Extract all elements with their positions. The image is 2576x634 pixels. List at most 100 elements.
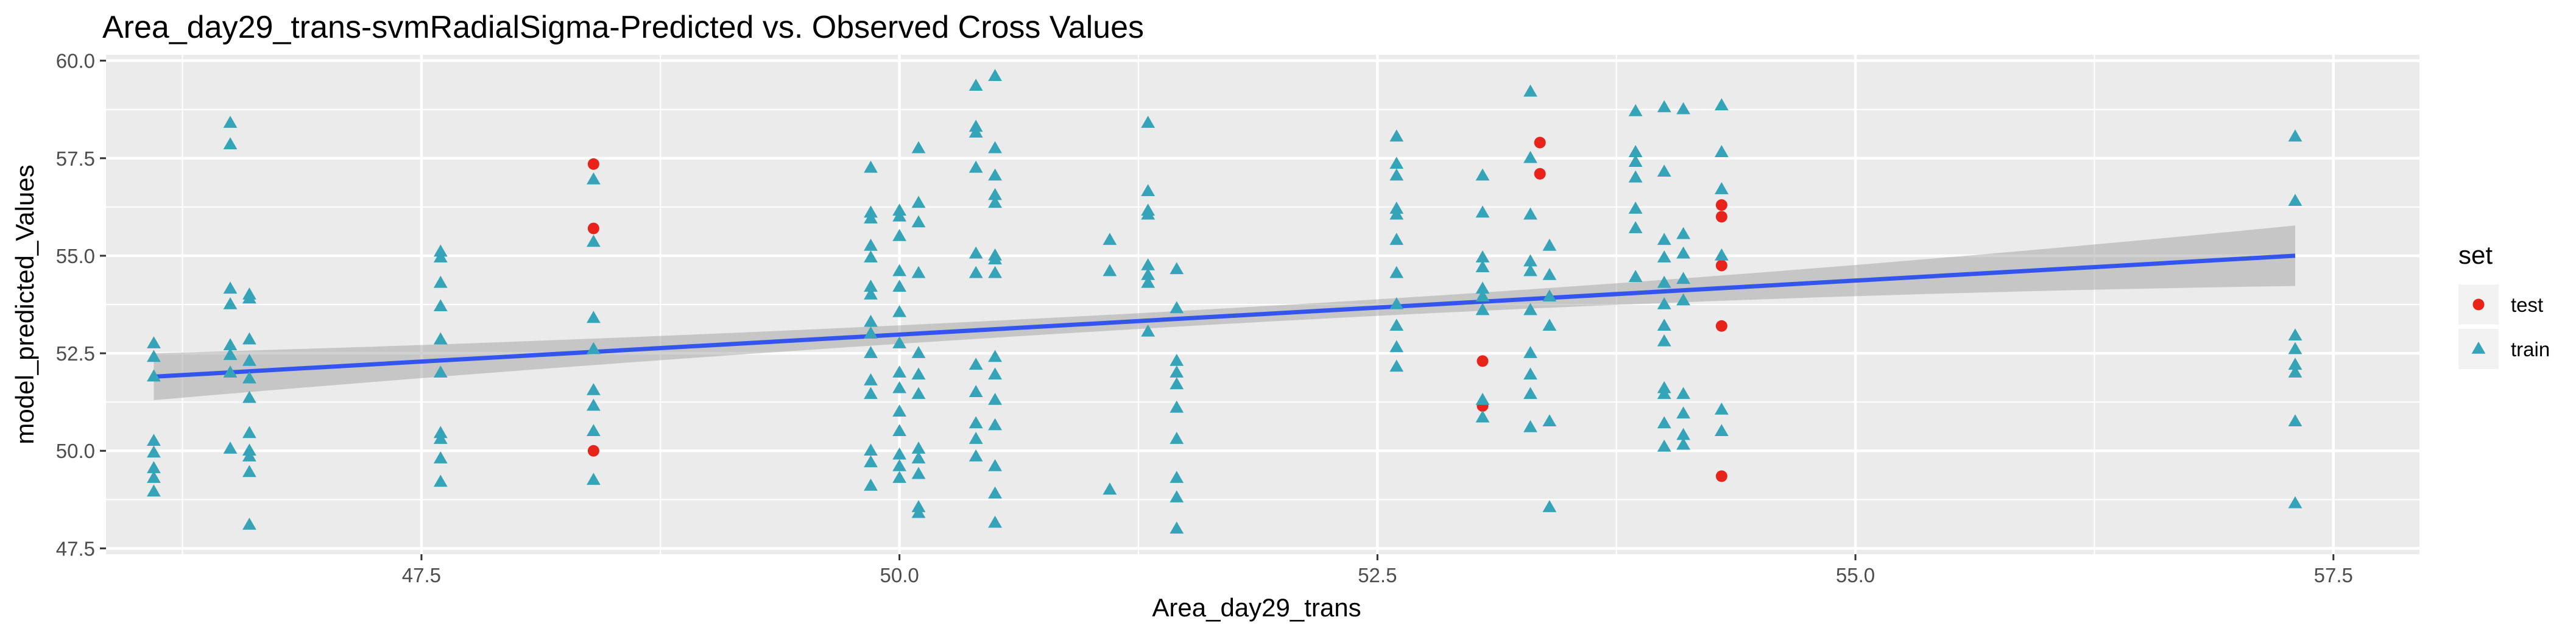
train-point: [864, 387, 878, 400]
test-point: [1715, 320, 1727, 332]
train-point: [864, 287, 878, 300]
train-point: [1170, 432, 1184, 444]
train-point: [864, 314, 878, 327]
train-point: [1141, 275, 1156, 288]
train-point: [1523, 264, 1537, 276]
train-point: [892, 228, 907, 241]
train-point: [147, 350, 161, 362]
train-point: [433, 299, 448, 312]
train-point: [242, 517, 256, 530]
train-point: [2288, 365, 2303, 378]
train-point: [1657, 100, 1671, 113]
y-tick-label: 55.0: [56, 245, 95, 267]
train-point: [892, 459, 907, 471]
train-point: [1141, 267, 1156, 280]
train-point: [1475, 260, 1490, 272]
train-point: [988, 252, 1002, 265]
train-point: [147, 369, 161, 382]
test-point: [1534, 167, 1546, 180]
train-point: [1657, 164, 1671, 177]
train-point: [587, 172, 601, 185]
train-point: [587, 473, 601, 485]
chart-title: Area_day29_trans-svmRadialSigma-Predicte…: [102, 10, 1144, 45]
train-point: [242, 353, 256, 366]
train-point: [1542, 289, 1557, 301]
train-point: [1389, 297, 1404, 309]
test-point: [1715, 211, 1727, 223]
y-tick-label: 60.0: [56, 50, 95, 72]
train-point: [864, 478, 878, 491]
train-point: [1657, 439, 1671, 452]
y-tick-label: 57.5: [56, 147, 95, 170]
train-point: [1676, 387, 1690, 400]
train-point: [1523, 420, 1537, 432]
train-point: [1170, 490, 1184, 502]
train-point: [864, 238, 878, 251]
train-point: [242, 332, 256, 345]
train-point: [1676, 227, 1690, 239]
train-point: [892, 447, 907, 460]
train-point: [988, 69, 1002, 82]
train-point: [1103, 482, 1117, 495]
test-point: [587, 222, 599, 234]
train-point: [911, 195, 926, 208]
train-point: [587, 382, 601, 395]
train-point: [864, 373, 878, 386]
train-point: [147, 471, 161, 483]
train-point: [1628, 145, 1643, 157]
train-point: [587, 424, 601, 437]
confidence-band: [154, 225, 2295, 400]
train-point: [147, 461, 161, 473]
train-point: [587, 311, 601, 323]
test-point: [1715, 470, 1727, 482]
train-point: [1475, 303, 1490, 315]
train-point: [892, 404, 907, 417]
train-point: [911, 215, 926, 228]
train-point: [1523, 84, 1537, 97]
train-point: [1657, 334, 1671, 347]
train-point: [433, 275, 448, 288]
train-point: [892, 209, 907, 222]
train-point: [1523, 387, 1537, 400]
train-point: [1389, 319, 1404, 331]
train-point: [1657, 416, 1671, 429]
train-point: [892, 381, 907, 393]
train-point: [1714, 248, 1729, 261]
axes: 47.5 50.0 52.5 55.0 57.5 47.5 50.0 52.5 55.0 57.5…: [56, 50, 2353, 586]
train-point: [988, 486, 1002, 499]
train-point: [1657, 250, 1671, 262]
train-point: [1170, 521, 1184, 534]
train-point: [1676, 272, 1690, 284]
train-point: [2288, 328, 2303, 341]
train-point: [242, 371, 256, 384]
x-tick-label: 55.0: [1836, 564, 1875, 586]
train-point: [433, 451, 448, 463]
train-point: [988, 515, 1002, 528]
train-point: [433, 332, 448, 345]
train-point: [969, 79, 983, 91]
train-point: [1523, 346, 1537, 358]
train-point: [1170, 400, 1184, 413]
train-point: [1103, 233, 1117, 245]
train-point: [864, 443, 878, 456]
x-axis-title: Area_day29_trans: [1152, 593, 1361, 622]
train-point: [969, 385, 983, 397]
train-point: [1657, 233, 1671, 245]
train-point: [1714, 145, 1729, 157]
train-point: [969, 358, 983, 370]
train-point: [969, 266, 983, 278]
train-point: [1676, 246, 1690, 259]
legend-title: set: [2458, 241, 2493, 269]
x-tick-label: 52.5: [1358, 564, 1397, 586]
train-point: [1389, 157, 1404, 169]
train-point: [988, 418, 1002, 431]
test-point: [1534, 136, 1546, 149]
train-point: [587, 398, 601, 411]
test-point: [587, 445, 599, 457]
train-point: [1389, 207, 1404, 220]
train-point: [864, 160, 878, 173]
train-point: [892, 280, 907, 292]
train-point: [892, 424, 907, 437]
train-point: [911, 141, 926, 153]
